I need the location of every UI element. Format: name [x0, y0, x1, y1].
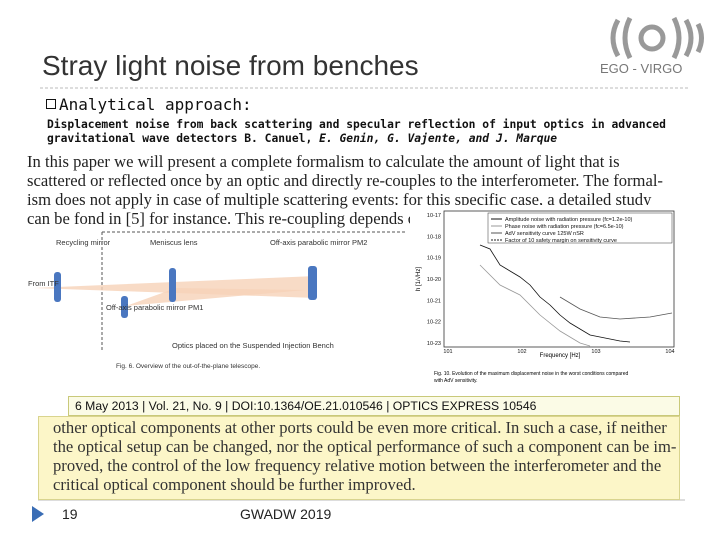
event: GWADW 2019 — [240, 506, 332, 522]
paper-line: can be fond in [5] for instance. This re… — [27, 209, 417, 228]
figure-label: Off-axis parabolic mirror PM2 — [270, 238, 367, 247]
noise-plot: Amplitude noise with radiation pressure … — [410, 205, 692, 387]
figure-caption: Fig. 6. Overview of the out-of-the-plane… — [116, 363, 260, 370]
x-tick-label: 104 — [665, 349, 674, 355]
paper-line: scattered or reflected once by an optic … — [27, 171, 663, 190]
figure-label: Off-axis parabolic mirror PM1 — [106, 303, 203, 312]
org: EGO - VIRGO — [600, 61, 683, 76]
y-tick-label: 10-22 — [427, 320, 441, 326]
telescope-figure: Recycling mirror Meniscus lens Off-axis … — [26, 228, 410, 374]
paper-line: the optical setup can be changed, nor th… — [53, 437, 677, 456]
y-tick-label: 10-21 — [427, 298, 441, 304]
legend-entry: Amplitude noise with radiation pressure … — [505, 217, 632, 223]
reference: gravitational wave detectors B. Canuel, … — [47, 132, 557, 145]
y-tick-label: 10-23 — [427, 341, 441, 347]
bullet: Analytical approach: — [46, 95, 252, 114]
footer-arrow — [32, 506, 44, 522]
figure-label: Optics placed on the Suspended Injection… — [172, 341, 334, 350]
reference-authors: E. Genin, G. Vajente, and J. Marque — [319, 132, 558, 145]
citation: 6 May 2013 | Vol. 21, No. 9 | DOI:10.136… — [68, 396, 680, 416]
legend-entry: Factor of 10 safety margin on sensitivit… — [505, 238, 617, 244]
plot-caption: Fig. 10. Evolution of the maximum displa… — [434, 371, 628, 377]
page-number: 19 — [62, 506, 78, 522]
figure-label: Meniscus lens — [150, 238, 198, 247]
x-tick-label: 102 — [517, 349, 526, 355]
bullet-text: Analytical approach: — [59, 95, 252, 114]
x-axis-label: Frequency [Hz] — [540, 353, 581, 359]
reference-text: gravitational wave detectors B. Canuel, — [47, 132, 320, 145]
x-tick-label: 103 — [591, 349, 600, 355]
logo — [610, 16, 704, 60]
y-axis-label: h [1/√Hz] — [415, 267, 422, 291]
paper-line: other optical components at other ports … — [53, 418, 667, 437]
paper-line: proved, the control of the low frequency… — [53, 456, 662, 475]
legend-entry: AdV sensitivity curve 125W nSR — [505, 231, 584, 237]
plot-caption: with AdV sensitivity. — [434, 378, 478, 384]
y-tick-label: 10-17 — [427, 213, 441, 219]
paper-line: critical optical component should be fur… — [53, 475, 416, 494]
paper-line: In this paper we will present a complete… — [27, 152, 620, 171]
y-tick-label: 10-18 — [427, 234, 441, 240]
figure-label: Recycling mirror — [56, 238, 111, 247]
y-tick-label: 10-20 — [427, 277, 441, 283]
legend-entry: Phase noise with radiation pressure (fc=… — [505, 224, 624, 230]
paper-line: ism does not apply in case of multiple s… — [27, 190, 652, 209]
title: Stray light noise from benches — [42, 50, 419, 81]
figure-label: From ITF — [28, 279, 59, 288]
y-tick-label: 10-19 — [427, 256, 441, 262]
highlight-box: other optical components at other ports … — [38, 416, 680, 500]
reference: Displacement noise from back scattering … — [47, 118, 666, 131]
x-tick-label: 101 — [443, 349, 452, 355]
